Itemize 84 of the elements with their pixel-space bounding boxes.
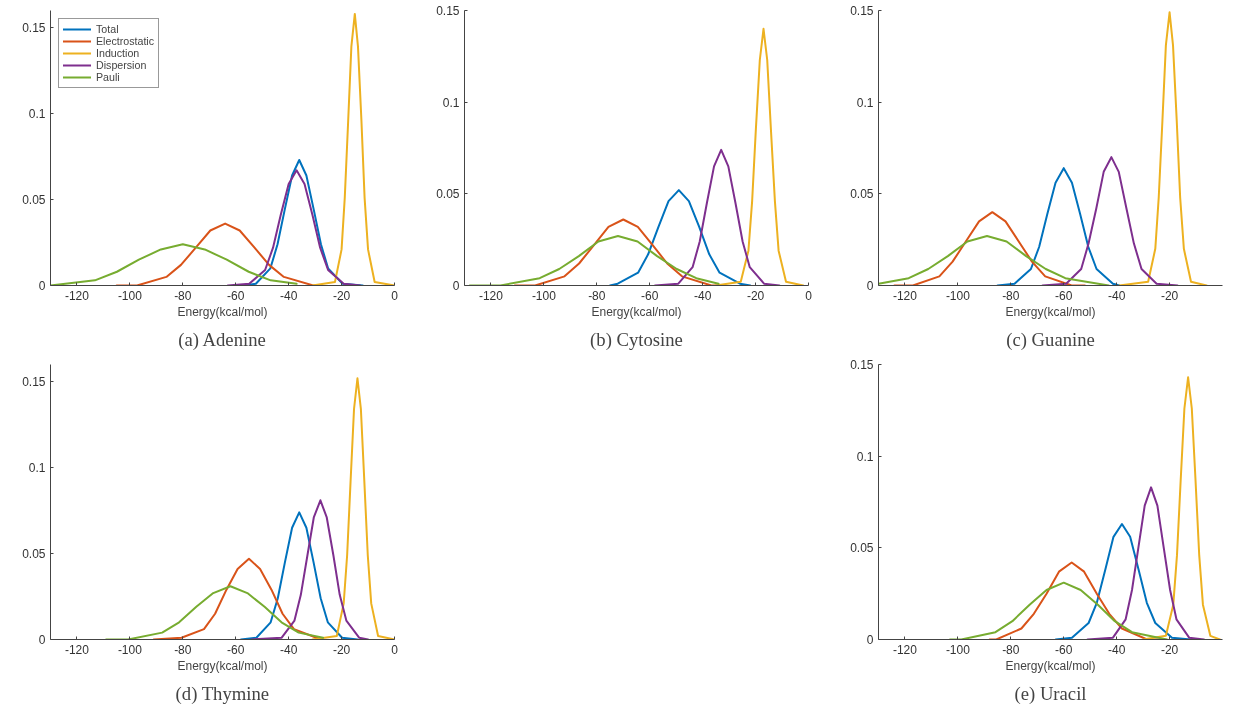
y-tick-label: 0.1 xyxy=(856,449,874,464)
x-tick-label: -120 xyxy=(64,642,90,657)
x-tick-label: -40 xyxy=(1107,288,1126,303)
line-series xyxy=(1086,486,1205,640)
x-tick-label: -60 xyxy=(1055,642,1073,657)
y-tick-label: 0.1 xyxy=(442,95,460,110)
x-tick-label: 0 xyxy=(391,642,399,657)
x-tick-label: -60 xyxy=(641,288,659,303)
y-tick-label: 0.15 xyxy=(22,21,46,36)
x-tick-label: -40 xyxy=(279,288,298,303)
x-tick-label: -100 xyxy=(531,288,557,303)
x-axis-title: Energy(kcal/mol) xyxy=(177,658,268,673)
y-tick-label: 0.05 xyxy=(850,187,874,202)
x-tick-label: -20 xyxy=(332,642,351,657)
text: (d) Thymine xyxy=(175,682,270,705)
legend-label: Total xyxy=(96,23,119,35)
y-tick-label: 0 xyxy=(38,279,46,293)
x-tick-label: -100 xyxy=(945,642,971,657)
line-series xyxy=(609,189,752,286)
line-series xyxy=(250,499,370,640)
y-tick-label: 0.15 xyxy=(850,358,874,372)
line-series xyxy=(654,148,781,286)
x-tick-label: -60 xyxy=(227,642,245,657)
x-tick-label: -120 xyxy=(478,288,504,303)
legend-label: Electrostatic xyxy=(96,35,155,47)
x-tick-label: -20 xyxy=(332,288,351,303)
line-series xyxy=(240,511,359,640)
legend-label: Induction xyxy=(96,47,140,59)
line-series xyxy=(1118,11,1208,286)
x-tick-label: -40 xyxy=(279,642,298,657)
x-tick-label: 0 xyxy=(805,288,813,303)
x-axis-title: Energy(kcal/mol) xyxy=(177,304,268,319)
x-tick-label: -80 xyxy=(1002,288,1020,303)
text: (a) Adenine xyxy=(178,328,266,351)
y-tick-label: 0.05 xyxy=(22,193,46,208)
line-series xyxy=(1041,156,1179,286)
x-axis-title: Energy(kcal/mol) xyxy=(1005,304,1096,319)
y-tick-label: 0 xyxy=(866,633,874,647)
y-tick-label: 0.15 xyxy=(22,375,46,390)
x-tick-label: -80 xyxy=(174,288,192,303)
x-tick-label: -40 xyxy=(1107,642,1126,657)
x-tick-label: -20 xyxy=(1160,642,1179,657)
x-tick-label: -60 xyxy=(227,288,245,303)
line-series xyxy=(311,12,395,286)
x-tick-label: -80 xyxy=(588,288,606,303)
x-tick-label: -40 xyxy=(693,288,712,303)
x-tick-label: -120 xyxy=(64,288,90,303)
x-tick-label: -120 xyxy=(892,642,918,657)
y-tick-label: 0.1 xyxy=(28,107,46,122)
x-tick-label: 0 xyxy=(391,288,399,303)
text: (e) Uracil xyxy=(1014,682,1087,705)
text: (c) Guanine xyxy=(1006,328,1095,351)
line-series xyxy=(1142,376,1221,640)
y-tick-label: 0 xyxy=(452,279,460,293)
line-series xyxy=(1054,523,1192,640)
line-series xyxy=(714,27,805,286)
y-tick-label: 0.15 xyxy=(850,4,874,18)
legend-label: Dispersion xyxy=(96,59,147,71)
x-tick-label: -100 xyxy=(117,288,143,303)
line-series xyxy=(878,235,1110,286)
x-tick-label: -80 xyxy=(1002,642,1020,657)
legend-label: Pauli xyxy=(96,71,120,83)
x-tick-label: -60 xyxy=(1055,288,1073,303)
x-tick-label: -20 xyxy=(746,288,765,303)
line-series xyxy=(996,167,1121,286)
y-tick-label: 0.05 xyxy=(850,541,874,556)
x-tick-label: -20 xyxy=(1160,288,1179,303)
x-tick-label: -80 xyxy=(174,642,192,657)
x-axis-title: Energy(kcal/mol) xyxy=(591,304,682,319)
y-tick-label: 0.1 xyxy=(856,95,874,110)
line-series xyxy=(226,169,362,286)
line-series xyxy=(311,377,395,640)
y-tick-label: 0.1 xyxy=(28,461,46,476)
x-tick-label: -100 xyxy=(117,642,143,657)
y-tick-label: 0 xyxy=(38,633,46,647)
x-tick-label: -100 xyxy=(945,288,971,303)
line-series xyxy=(50,243,298,286)
x-tick-label: -120 xyxy=(892,288,918,303)
y-tick-label: 0.05 xyxy=(22,547,46,562)
text: (b) Cytosine xyxy=(590,328,683,351)
x-axis-title: Energy(kcal/mol) xyxy=(1005,658,1096,673)
y-tick-label: 0.15 xyxy=(436,4,460,18)
y-tick-label: 0.05 xyxy=(436,187,460,202)
y-tick-label: 0 xyxy=(866,279,874,293)
